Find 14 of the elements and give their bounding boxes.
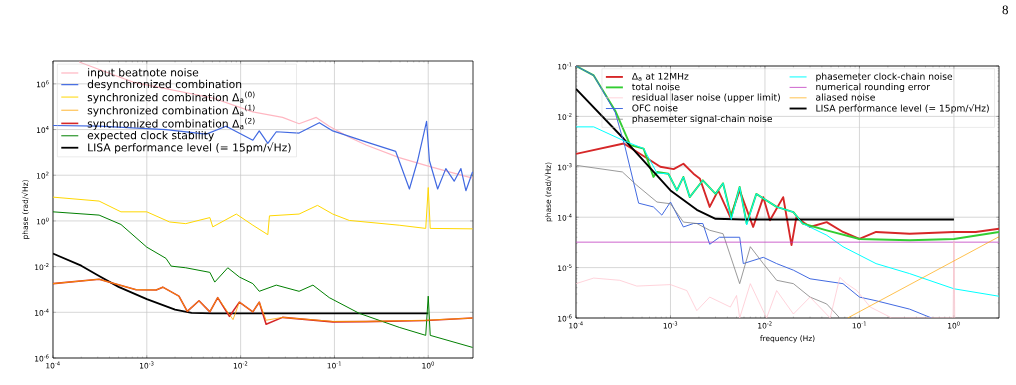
legend-label: residual laser noise (upper limit)	[632, 93, 780, 103]
text: 8	[1002, 5, 1008, 15]
legend-label: phasemeter signal-chain noise	[632, 114, 773, 124]
legend-label: total noise	[632, 83, 680, 91]
legend-label: numerical rounding error	[816, 83, 931, 93]
legend-label: aliased noise	[816, 93, 875, 101]
legend-label: phasemeter clock-chain noise	[816, 72, 953, 82]
legend-label: desynchronized combination	[87, 79, 242, 91]
legend-label: Δ$_{a}$ at 12MHz	[631, 72, 689, 81]
legend-label: expected clock stability	[87, 130, 214, 142]
legend-label: input beatnote noise	[88, 68, 199, 79]
legend-label: LISA performance level (= 15pm/√Hz)	[816, 104, 989, 114]
legend-label: LISA performance level (= 15pm/√Hz)	[88, 142, 291, 154]
legend-label: OFC noise	[632, 104, 678, 112]
